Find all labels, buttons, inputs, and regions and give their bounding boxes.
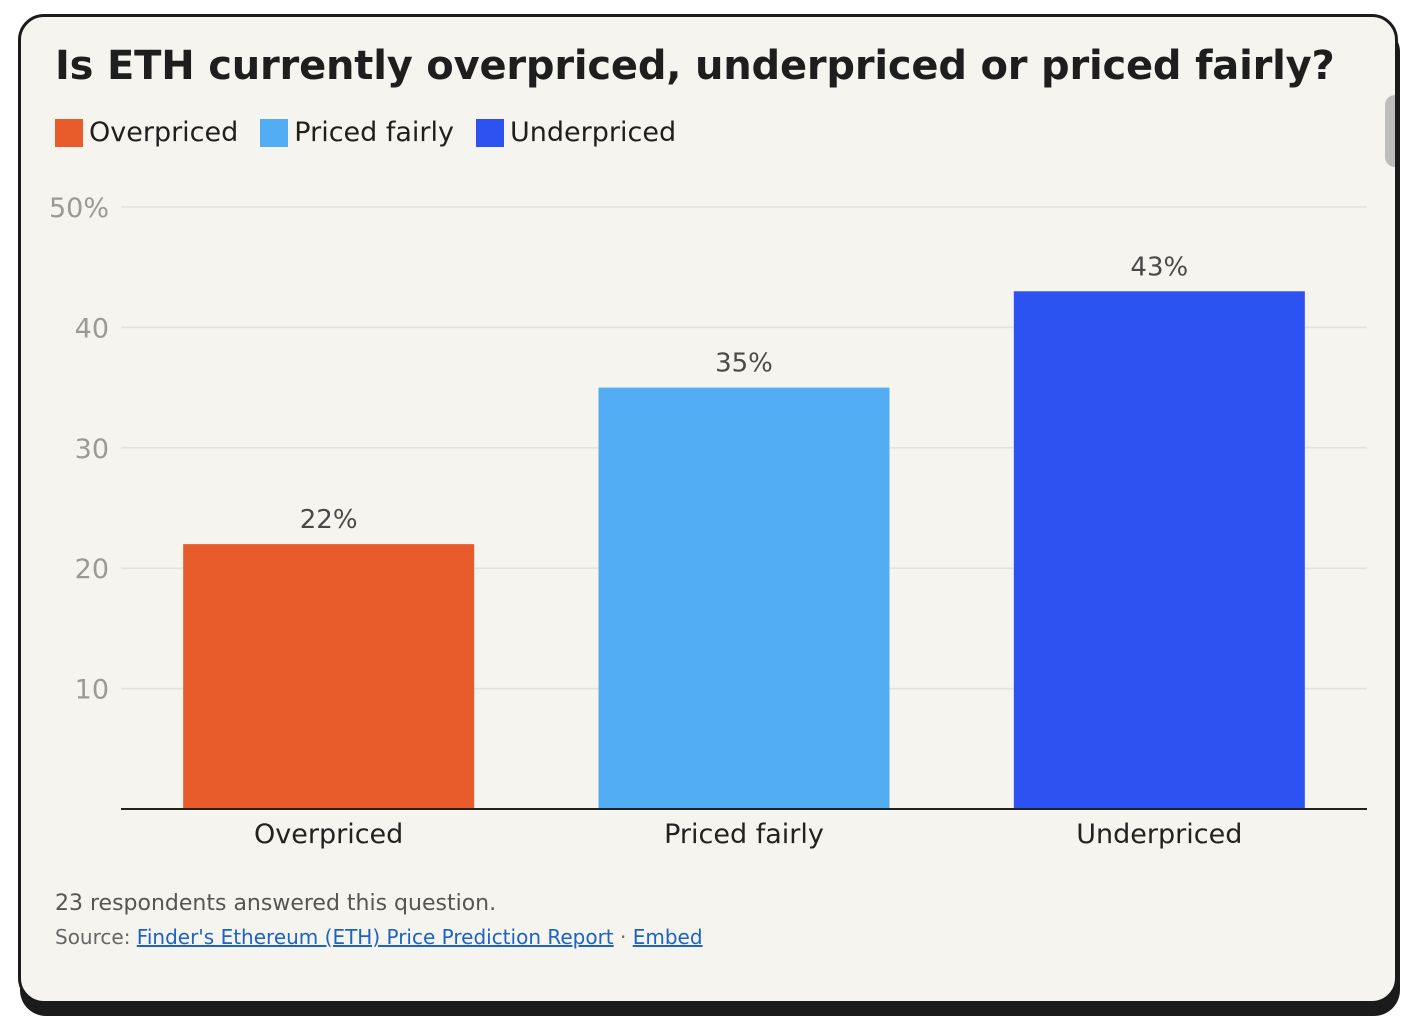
source-report-link[interactable]: Finder's Ethereum (ETH) Price Prediction… xyxy=(136,925,614,949)
legend-item-underpriced: Underpriced xyxy=(476,117,676,148)
legend-label-priced-fairly: Priced fairly xyxy=(294,117,455,148)
y-tick-label-10: 10 xyxy=(75,675,109,706)
legend-swatch-underpriced xyxy=(476,118,505,147)
scroll-tab xyxy=(1385,95,1395,167)
y-tick-label-30: 30 xyxy=(75,434,109,465)
chart-card: Is ETH currently overpriced, underpriced… xyxy=(18,14,1398,1004)
bar-priced-fairly xyxy=(598,387,890,809)
embed-link[interactable]: Embed xyxy=(632,925,703,949)
legend-swatch-priced-fairly xyxy=(260,118,289,147)
x-tick-label-overpriced: Overpriced xyxy=(254,819,403,850)
data-label-overpriced: 22% xyxy=(300,505,358,535)
legend-label-underpriced: Underpriced xyxy=(510,117,677,148)
legend-label-overpriced: Overpriced xyxy=(89,117,239,148)
data-label-priced-fairly: 35% xyxy=(715,349,773,379)
bar-underpriced xyxy=(1013,291,1305,809)
bar-chart: 10 20 30 40 50% 22% Overpriced 35% Priced fairly… xyxy=(49,193,1367,850)
bar-overpriced xyxy=(183,544,475,809)
x-tick-label-priced-fairly: Priced fairly xyxy=(664,819,824,850)
y-tick-label-40: 40 xyxy=(75,313,109,344)
source-prefix: Source: xyxy=(55,925,137,949)
legend: Overpriced Priced fairly Underpriced xyxy=(55,117,698,148)
source-line: Source: Finder's Ethereum (ETH) Price Pr… xyxy=(55,925,703,949)
respondents-note: 23 respondents answered this question. xyxy=(55,891,497,916)
y-tick-label-20: 20 xyxy=(75,554,109,585)
data-label-underpriced: 43% xyxy=(1130,252,1188,282)
y-tick-label-50: 50% xyxy=(49,193,109,224)
source-separator: · xyxy=(613,925,633,949)
legend-item-overpriced: Overpriced xyxy=(55,117,238,148)
chart-title: Is ETH currently overpriced, underpriced… xyxy=(55,43,1335,89)
legend-swatch-overpriced xyxy=(55,118,83,147)
x-tick-label-underpriced: Underpriced xyxy=(1076,819,1242,850)
legend-item-priced-fairly: Priced fairly xyxy=(260,117,454,148)
